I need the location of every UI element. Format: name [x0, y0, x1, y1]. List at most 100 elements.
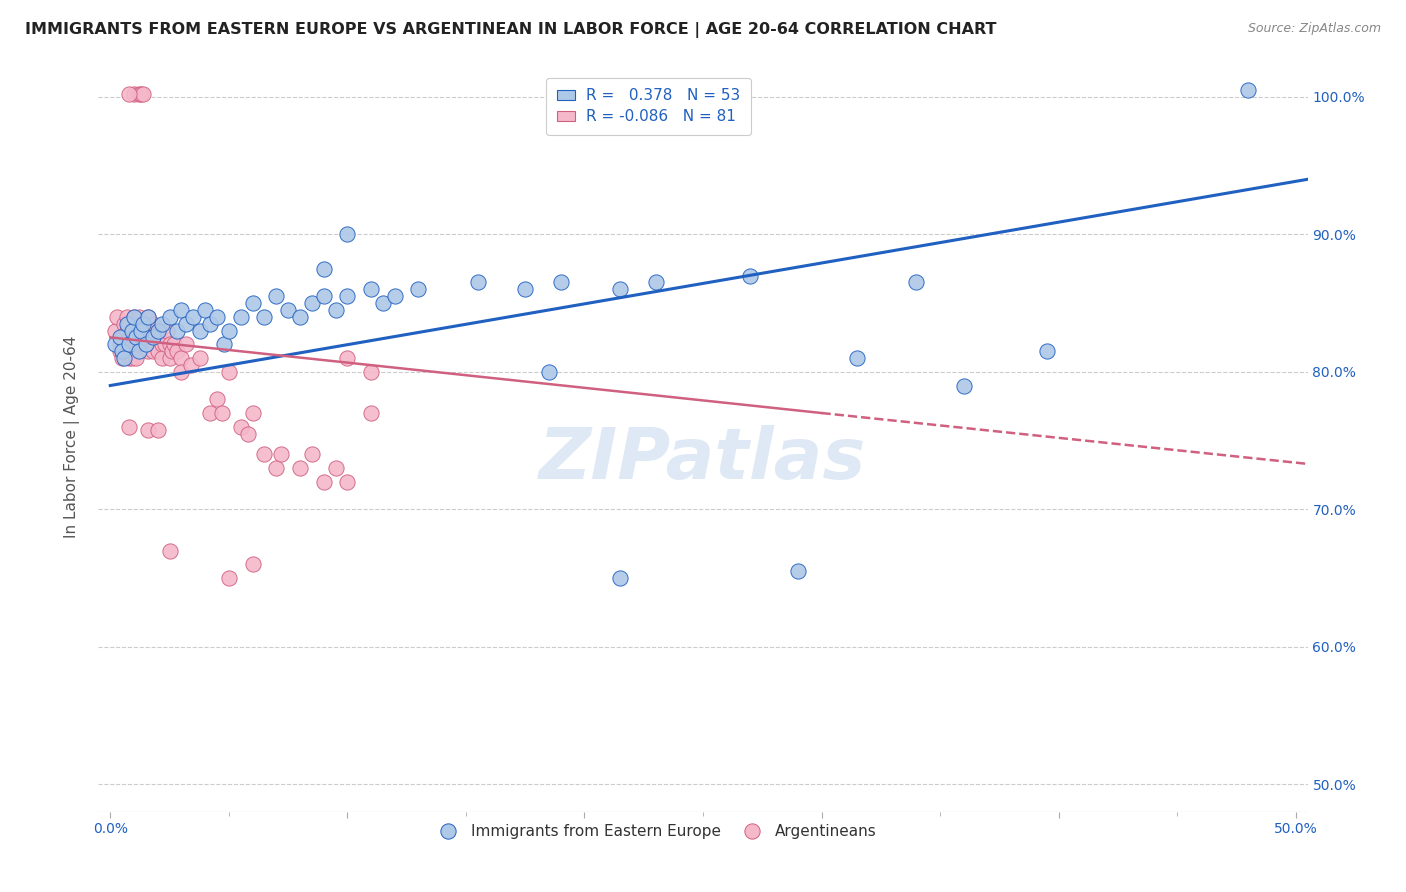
Point: [218, 324, 240, 338]
Point: [270, 447, 292, 461]
Legend: Immigrants from Eastern Europe, Argentineans: Immigrants from Eastern Europe, Argentin…: [427, 818, 883, 846]
Point: [121, 337, 143, 351]
Point: [129, 87, 152, 101]
Point: [360, 365, 382, 379]
Point: [118, 87, 141, 101]
Point: [136, 344, 159, 359]
Point: [142, 330, 165, 344]
Point: [336, 227, 359, 242]
Point: [288, 461, 311, 475]
Point: [253, 447, 276, 461]
Point: [128, 337, 150, 351]
Point: [125, 317, 148, 331]
Point: [371, 296, 394, 310]
Point: [360, 282, 382, 296]
Text: Source: ZipAtlas.com: Source: ZipAtlas.com: [1247, 22, 1381, 36]
Point: [181, 310, 204, 324]
Point: [301, 447, 323, 461]
Y-axis label: In Labor Force | Age 20-64: In Labor Force | Age 20-64: [63, 336, 80, 538]
Point: [242, 406, 264, 420]
Point: [288, 310, 311, 324]
Point: [128, 87, 150, 101]
Point: [121, 324, 143, 338]
Point: [114, 317, 136, 331]
Point: [143, 330, 166, 344]
Point: [122, 87, 145, 101]
Point: [142, 317, 165, 331]
Point: [905, 276, 928, 290]
Point: [159, 337, 181, 351]
Point: [264, 461, 287, 475]
Point: [609, 571, 631, 585]
Point: [149, 324, 172, 338]
Point: [118, 317, 141, 331]
Point: [146, 423, 169, 437]
Point: [114, 351, 136, 365]
Point: [163, 337, 186, 351]
Point: [152, 337, 174, 351]
Point: [1036, 344, 1059, 359]
Point: [609, 282, 631, 296]
Point: [467, 276, 489, 290]
Point: [198, 317, 221, 331]
Point: [129, 317, 152, 331]
Point: [115, 337, 138, 351]
Point: [122, 330, 145, 344]
Point: [277, 302, 299, 317]
Point: [159, 351, 181, 365]
Point: [111, 330, 134, 344]
Point: [159, 543, 181, 558]
Point: [786, 564, 808, 578]
Point: [125, 351, 148, 365]
Text: IMMIGRANTS FROM EASTERN EUROPE VS ARGENTINEAN IN LABOR FORCE | AGE 20-64 CORRELA: IMMIGRANTS FROM EASTERN EUROPE VS ARGENT…: [25, 22, 997, 38]
Point: [550, 276, 572, 290]
Point: [152, 351, 174, 365]
Point: [229, 419, 252, 434]
Point: [136, 423, 159, 437]
Point: [174, 337, 197, 351]
Point: [537, 365, 560, 379]
Point: [135, 337, 157, 351]
Point: [198, 406, 221, 420]
Point: [142, 344, 165, 359]
Point: [264, 289, 287, 303]
Point: [105, 310, 128, 324]
Point: [115, 310, 138, 324]
Point: [132, 87, 155, 101]
Point: [132, 317, 155, 331]
Text: ZIPatlas: ZIPatlas: [540, 425, 866, 494]
Point: [253, 310, 276, 324]
Point: [114, 330, 136, 344]
Point: [242, 558, 264, 572]
Point: [125, 337, 148, 351]
Point: [218, 365, 240, 379]
Point: [205, 310, 228, 324]
Point: [129, 324, 152, 338]
Point: [108, 344, 131, 359]
Point: [146, 324, 169, 338]
Point: [128, 344, 150, 359]
Point: [952, 378, 974, 392]
Point: [336, 475, 359, 489]
Point: [104, 337, 127, 351]
Point: [136, 310, 159, 324]
Point: [408, 282, 430, 296]
Point: [118, 330, 141, 344]
Point: [336, 289, 359, 303]
Point: [121, 351, 143, 365]
Point: [301, 296, 323, 310]
Point: [312, 289, 335, 303]
Point: [170, 365, 193, 379]
Point: [146, 344, 169, 359]
Point: [180, 358, 202, 372]
Point: [139, 330, 162, 344]
Point: [125, 330, 148, 344]
Point: [325, 461, 347, 475]
Point: [156, 324, 179, 338]
Point: [122, 310, 145, 324]
Point: [211, 406, 233, 420]
Point: [312, 261, 335, 276]
Point: [166, 324, 188, 338]
Point: [111, 351, 134, 365]
Point: [111, 344, 134, 359]
